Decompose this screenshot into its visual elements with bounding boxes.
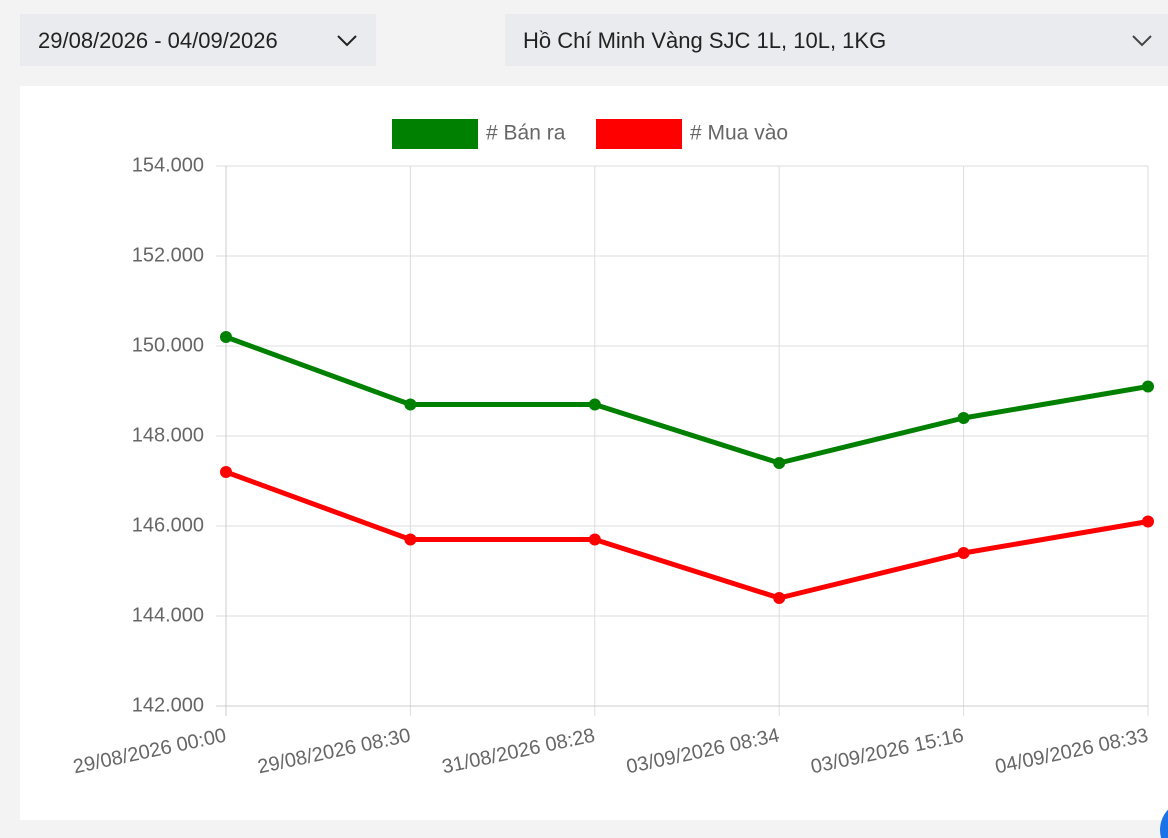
x-tick-label: 03/09/2026 08:34 [624, 725, 781, 779]
point [957, 412, 970, 424]
chevron [1132, 35, 1152, 47]
point [220, 331, 232, 343]
legend-swatch [596, 119, 682, 149]
point [773, 457, 786, 469]
chevron [337, 35, 357, 47]
series-line [225, 469, 1149, 601]
point [220, 466, 232, 478]
legend-swatch [392, 119, 478, 149]
product-text: Hồ Chí Minh Vàng SJC 1L, 10L, 1KG [523, 28, 887, 53]
point [588, 533, 601, 546]
x-tick-label: 03/09/2026 15:16 [809, 725, 966, 779]
point [957, 547, 970, 559]
y-tick-label: 142.000 [132, 694, 204, 716]
legend-label: # Mua vào [690, 122, 788, 145]
floating-button[interactable] [1160, 800, 1168, 838]
x-tick-label: 29/08/2026 08:30 [256, 725, 413, 779]
point [404, 533, 417, 546]
point [773, 592, 786, 604]
point [1142, 380, 1154, 393]
chart-panel [20, 86, 1168, 820]
point [404, 398, 417, 411]
legend-label: # Bán ra [486, 122, 566, 145]
y-tick-label: 150.000 [132, 334, 204, 356]
y-tick-label: 144.000 [132, 604, 204, 626]
y-tick-label: 146.000 [132, 514, 204, 536]
product-select[interactable]: Hồ Chí Minh Vàng SJC 1L, 10L, 1KG [505, 14, 1168, 66]
y-tick-label: 152.000 [132, 244, 204, 266]
x-tick-label: 31/08/2026 08:28 [440, 725, 597, 779]
y-tick-label: 154.000 [132, 154, 204, 176]
y-tick-label: 148.000 [132, 424, 204, 446]
date-range-select[interactable]: 29/08/2026 - 04/09/2026 [20, 14, 376, 66]
x-tick-label: 04/09/2026 08:33 [993, 725, 1150, 779]
point [588, 398, 601, 411]
date-range-text: 29/08/2026 - 04/09/2026 [38, 28, 278, 53]
series-line [225, 334, 1149, 466]
point [1142, 515, 1154, 528]
x-tick-label: 29/08/2026 00:00 [71, 725, 228, 779]
